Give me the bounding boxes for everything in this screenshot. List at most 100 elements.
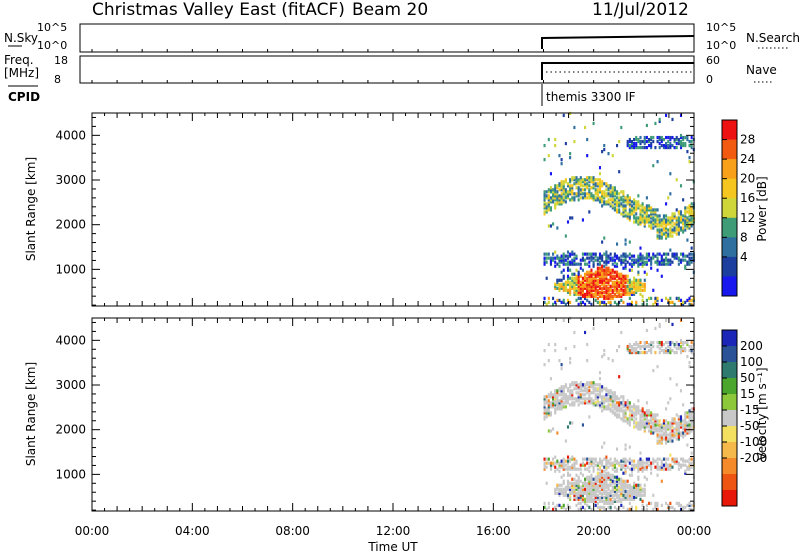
power-cell xyxy=(611,276,614,280)
velocity-cell xyxy=(605,405,608,409)
power-cell xyxy=(603,274,606,278)
power-cell xyxy=(549,256,552,260)
velocity-cell xyxy=(549,393,552,397)
power-cell xyxy=(562,260,565,264)
velocity-cell xyxy=(543,415,546,419)
power-cell xyxy=(652,288,655,292)
power-cell xyxy=(598,274,602,278)
power-cell xyxy=(630,300,634,304)
power-cell xyxy=(588,280,591,284)
velocity-cell xyxy=(643,423,646,427)
velocity-cell xyxy=(628,487,631,491)
power-cell xyxy=(579,196,582,200)
velocity-cell xyxy=(554,487,557,491)
velocity-cell xyxy=(556,407,559,411)
velocity-cell xyxy=(564,383,567,387)
velocity-cell xyxy=(579,479,582,483)
velocity-cell xyxy=(581,489,584,493)
velocity-cell xyxy=(588,383,591,387)
velocity-cell xyxy=(645,417,648,421)
power-cell xyxy=(556,278,559,282)
velocity-cell xyxy=(665,431,668,435)
velocity-cell xyxy=(667,421,670,425)
velocity-cell xyxy=(622,459,625,463)
power-cell xyxy=(658,262,661,266)
power-cell xyxy=(624,284,627,288)
velocity-cell xyxy=(667,344,670,349)
velocity-cell xyxy=(554,348,557,353)
velocity-cell xyxy=(690,461,693,465)
power-cell xyxy=(679,252,683,256)
velocity-cell xyxy=(569,491,572,495)
velocity-cell xyxy=(686,355,689,359)
velocity-cell xyxy=(688,501,691,505)
power-cell xyxy=(639,141,642,146)
power-cell xyxy=(592,264,595,268)
power-cell xyxy=(620,272,623,276)
power-cell xyxy=(581,218,584,222)
power-cell xyxy=(645,272,648,276)
velocity-cell xyxy=(650,425,653,429)
power-cell xyxy=(611,188,614,192)
velocity-cell xyxy=(628,348,631,353)
power-cell xyxy=(543,198,546,202)
power-cell xyxy=(581,192,584,196)
velocity-cell xyxy=(630,415,634,419)
power-cell xyxy=(618,192,621,196)
power-cell xyxy=(547,206,550,210)
power-cell xyxy=(569,178,572,182)
velocity-cell xyxy=(556,461,559,465)
velocity-cell xyxy=(566,473,570,477)
velocity-cell xyxy=(633,405,636,409)
velocity-cell xyxy=(588,385,591,389)
velocity-cell xyxy=(569,489,572,493)
velocity-cell xyxy=(590,383,593,387)
power-cell xyxy=(667,139,670,144)
power-cell xyxy=(656,224,659,228)
velocity-cell xyxy=(598,391,602,395)
power-cell xyxy=(637,254,640,258)
power-cell xyxy=(579,290,582,294)
velocity-cell xyxy=(590,399,593,403)
velocity-cell xyxy=(637,405,640,409)
power-cell xyxy=(592,278,595,282)
power-cell xyxy=(637,270,640,274)
power-cell xyxy=(643,286,646,290)
power-cell xyxy=(552,196,555,200)
velocity-cell xyxy=(613,489,616,493)
freq-tick-low: 8 xyxy=(54,73,61,86)
velocity-cell xyxy=(622,497,625,501)
power-cell xyxy=(662,218,665,222)
power-cell xyxy=(564,254,567,258)
power-cell xyxy=(562,274,565,278)
velocity-cell xyxy=(658,435,661,439)
power-cell xyxy=(569,156,572,160)
power-cell xyxy=(569,188,572,192)
velocity-cell xyxy=(601,481,604,485)
velocity-cell xyxy=(588,487,591,491)
velocity-cell xyxy=(637,467,640,471)
velocity-cell xyxy=(611,479,614,483)
power-cell xyxy=(615,192,619,196)
power-cell xyxy=(620,190,623,194)
power-cell xyxy=(545,260,548,264)
velocity-cell xyxy=(590,485,593,489)
power-cell xyxy=(594,270,597,274)
power-cell xyxy=(598,178,602,182)
power-cell xyxy=(637,218,640,222)
velocity-cell xyxy=(575,385,578,389)
velocity-cell xyxy=(564,463,567,467)
velocity-cell xyxy=(690,427,693,431)
power-cell xyxy=(594,294,597,298)
velocity-cell xyxy=(686,503,689,507)
power-cell xyxy=(584,194,587,198)
power-cell xyxy=(573,176,576,180)
power-cell xyxy=(626,212,629,216)
velocity-cell xyxy=(603,479,606,483)
power-cell xyxy=(577,296,580,300)
velocity-cell xyxy=(603,352,606,357)
velocity-cell xyxy=(688,344,691,349)
colorbar-swatch xyxy=(722,458,737,475)
velocity-cell xyxy=(679,463,683,467)
velocity-cell xyxy=(620,467,623,471)
